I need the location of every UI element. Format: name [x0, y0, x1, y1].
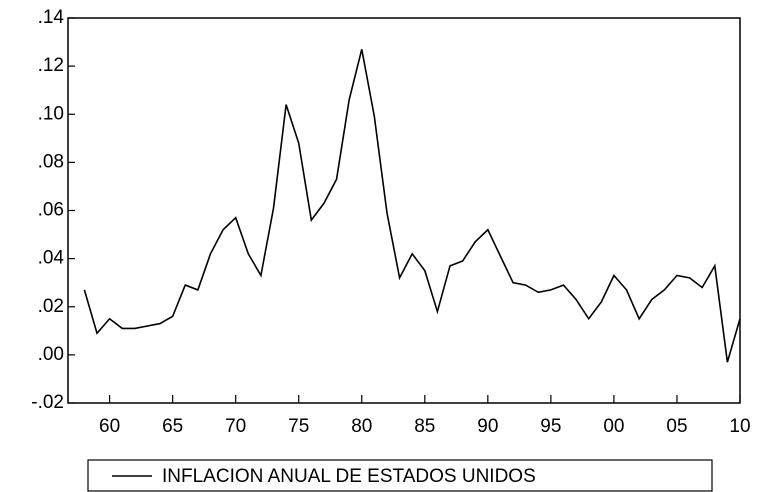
legend-box [87, 459, 713, 492]
y-tick-label: .08 [38, 151, 64, 172]
y-tick-label: .10 [38, 103, 64, 124]
x-tick-label: 10 [729, 416, 750, 437]
plot-frame [67, 17, 741, 404]
x-tick-label: 70 [225, 416, 246, 437]
x-tick-label: 80 [351, 416, 372, 437]
y-tick-label: .04 [38, 248, 65, 269]
y-tick-label: .14 [38, 7, 65, 28]
x-tick-label: 60 [99, 416, 120, 437]
x-tick-label: 75 [288, 416, 309, 437]
x-tick-label: 90 [477, 416, 498, 437]
x-tick-label: 85 [414, 416, 435, 437]
y-tick-label: -.02 [31, 392, 64, 413]
series-line [83, 49, 741, 363]
y-tick-label: .12 [38, 55, 64, 76]
y-tick-label: .02 [38, 296, 64, 317]
legend-label: INFLACION ANUAL DE ESTADOS UNIDOS [162, 466, 536, 487]
x-tick-label: 95 [540, 416, 561, 437]
y-tick-label: .06 [38, 200, 64, 221]
x-tick-label: 65 [162, 416, 183, 437]
x-tick-label: 00 [603, 416, 624, 437]
y-tick-label: .00 [38, 344, 64, 365]
x-tick-label: 05 [666, 416, 687, 437]
